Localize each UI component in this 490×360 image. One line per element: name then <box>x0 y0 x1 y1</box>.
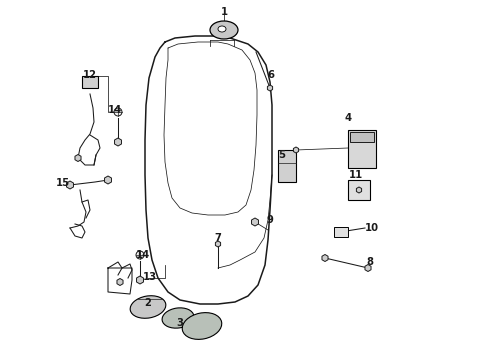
Text: 11: 11 <box>349 170 363 180</box>
Polygon shape <box>268 85 272 91</box>
Text: 3: 3 <box>176 318 183 328</box>
Polygon shape <box>251 218 258 226</box>
Text: 4: 4 <box>344 113 351 123</box>
Bar <box>350 132 374 142</box>
Ellipse shape <box>210 21 238 39</box>
Bar <box>348 180 370 200</box>
Polygon shape <box>67 181 74 189</box>
Text: 1: 1 <box>220 7 227 17</box>
Ellipse shape <box>162 308 194 328</box>
Bar <box>278 150 296 182</box>
Polygon shape <box>104 176 111 184</box>
Text: 14: 14 <box>136 250 150 260</box>
Text: 9: 9 <box>267 215 273 225</box>
Polygon shape <box>356 187 362 193</box>
Ellipse shape <box>130 296 166 318</box>
Text: 5: 5 <box>278 150 286 160</box>
Polygon shape <box>75 154 81 162</box>
Polygon shape <box>137 276 144 284</box>
Ellipse shape <box>218 26 226 32</box>
Ellipse shape <box>182 312 222 339</box>
Bar <box>348 130 376 168</box>
Bar <box>82 76 98 88</box>
Polygon shape <box>117 279 123 285</box>
Text: 13: 13 <box>143 272 157 282</box>
Text: 14: 14 <box>108 105 122 115</box>
Text: 15: 15 <box>56 178 70 188</box>
Text: 10: 10 <box>365 223 379 233</box>
Circle shape <box>114 108 122 116</box>
Text: 12: 12 <box>83 70 97 80</box>
Text: 2: 2 <box>145 298 151 308</box>
Polygon shape <box>365 265 371 271</box>
Polygon shape <box>115 138 122 146</box>
Bar <box>334 227 348 237</box>
Polygon shape <box>322 255 328 261</box>
Polygon shape <box>294 147 298 153</box>
Text: 8: 8 <box>367 257 373 267</box>
Circle shape <box>136 251 144 259</box>
Text: 7: 7 <box>215 233 221 243</box>
Polygon shape <box>216 241 220 247</box>
Text: 6: 6 <box>268 70 274 80</box>
